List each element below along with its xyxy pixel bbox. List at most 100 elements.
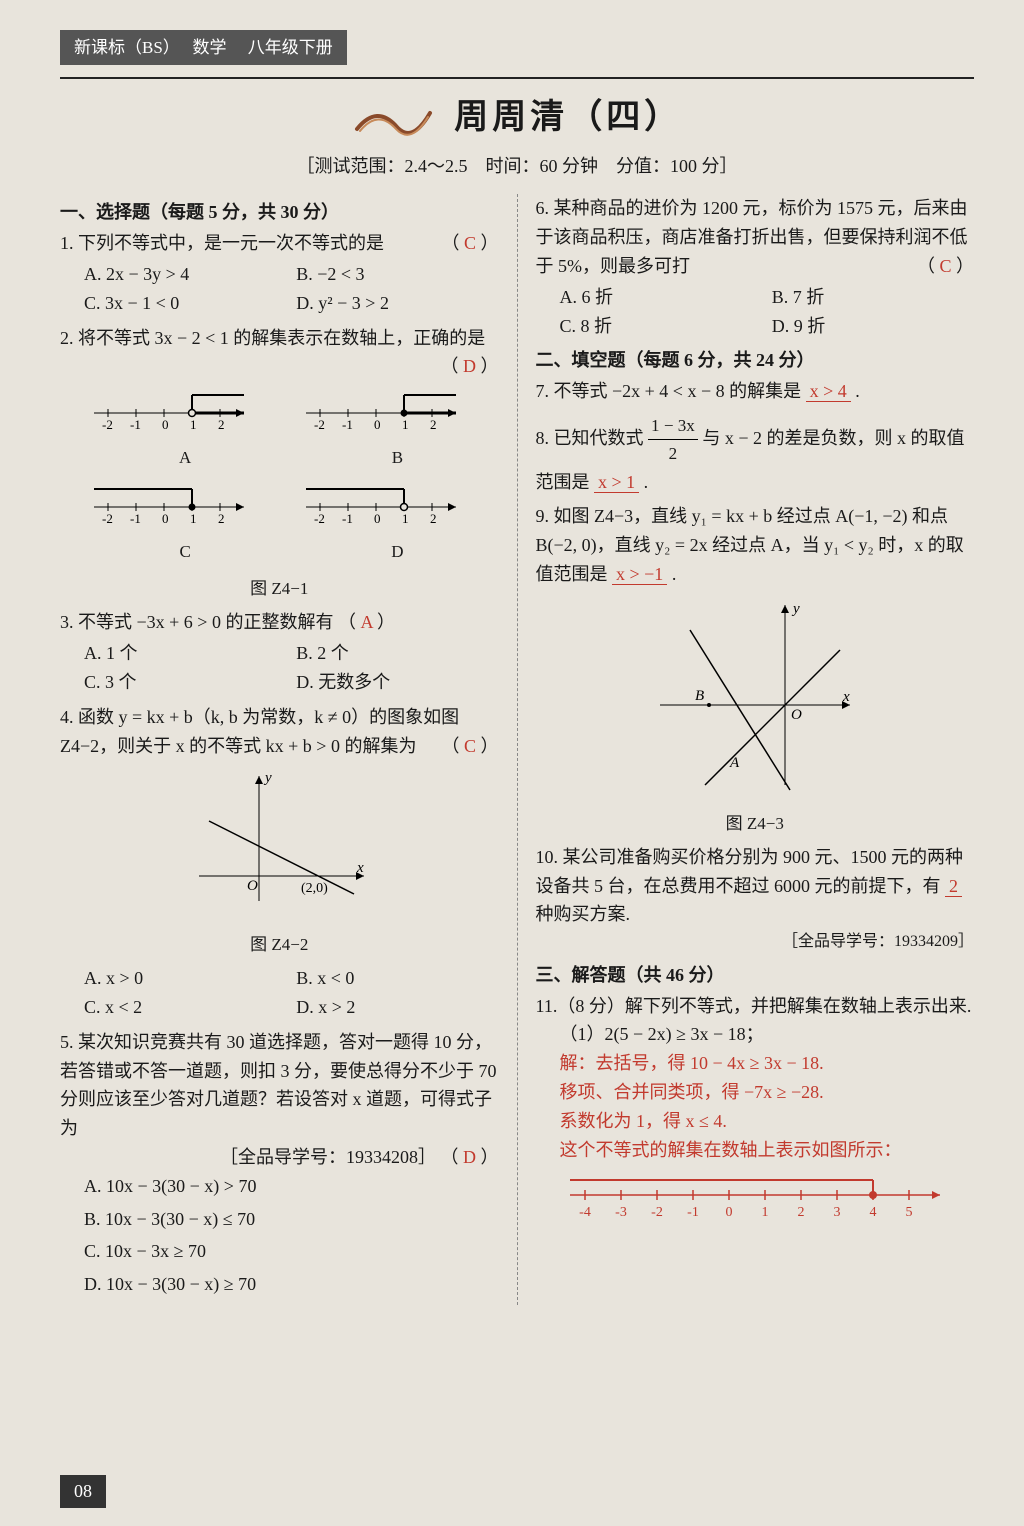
svg-text:-4: -4 bbox=[579, 1205, 591, 1220]
q4-opt-a: A. x > 0 bbox=[84, 964, 286, 993]
q2-caption: 图 Z4−1 bbox=[60, 575, 499, 602]
svg-text:B: B bbox=[695, 688, 704, 704]
header-rule bbox=[60, 77, 974, 79]
q5-opt-d: D. 10x − 3(30 − x) ≥ 70 bbox=[84, 1270, 499, 1299]
svg-text:y: y bbox=[791, 601, 800, 617]
svg-text:1: 1 bbox=[761, 1205, 768, 1220]
q10: 10. 某公司准备购买价格分别为 900 元、1500 元的两种设备共 5 台，… bbox=[536, 843, 975, 955]
svg-text:O: O bbox=[791, 707, 802, 723]
q10-post: 种购买方案. bbox=[536, 904, 631, 924]
svg-text:1: 1 bbox=[190, 417, 197, 432]
q7: 7. 不等式 −2x + 4 < x − 8 的解集是 x > 4 . bbox=[536, 377, 975, 406]
q5-opt-c: C. 10x − 3x ≥ 70 bbox=[84, 1237, 499, 1266]
header-bar: 新课标（BS） 数学 八年级下册 bbox=[60, 30, 347, 65]
q7-pre: 7. 不等式 −2x + 4 < x − 8 的解集是 bbox=[536, 381, 802, 401]
q11-sol1: 解：去括号，得 10 − 4x ≥ 3x − 18. bbox=[560, 1049, 975, 1078]
q1-opt-b: B. −2 < 3 bbox=[296, 260, 498, 289]
svg-text:-2: -2 bbox=[314, 417, 325, 432]
q1-answer: （ C ） bbox=[441, 229, 498, 258]
q2-answer: （ D ） bbox=[441, 352, 499, 381]
q2-label-a: A bbox=[84, 444, 286, 471]
title-row: 周周清（四） bbox=[60, 91, 974, 145]
q5-stem: 5. 某次知识竞赛共有 30 道选择题，答对一题得 10 分，若答错或不答一道题… bbox=[60, 1032, 497, 1138]
q6-opt-c: C. 8 折 bbox=[560, 312, 762, 341]
svg-text:2: 2 bbox=[430, 417, 437, 432]
section2-heading: 二、填空题（每题 6 分，共 24 分） bbox=[536, 346, 975, 375]
test-meta: ［测试范围：2.4～2.5 时间：60 分钟 分值：100 分］ bbox=[60, 152, 974, 181]
q9-post: . bbox=[672, 564, 677, 584]
q4-opt-c: C. x < 2 bbox=[84, 993, 286, 1022]
svg-text:0: 0 bbox=[374, 511, 381, 526]
svg-text:-3: -3 bbox=[615, 1205, 627, 1220]
svg-text:-1: -1 bbox=[687, 1205, 699, 1220]
page-number: 08 bbox=[60, 1475, 106, 1508]
q1-opt-d: D. y² − 3 > 2 bbox=[296, 289, 498, 318]
svg-text:(2,0): (2,0) bbox=[301, 881, 328, 896]
svg-text:-1: -1 bbox=[130, 511, 141, 526]
svg-text:y: y bbox=[263, 770, 272, 786]
q2-label-d: D bbox=[296, 538, 498, 565]
q4-caption: 图 Z4−2 bbox=[60, 931, 499, 958]
q1-opt-a: A. 2x − 3y > 4 bbox=[84, 260, 286, 289]
svg-text:2: 2 bbox=[430, 511, 437, 526]
svg-text:2: 2 bbox=[218, 417, 225, 432]
svg-text:3: 3 bbox=[833, 1205, 840, 1220]
q4-stem: 4. 函数 y = kx + b（k, b 为常数，k ≠ 0）的图象如图 Z4… bbox=[60, 707, 459, 756]
q2: 2. 将不等式 3x − 2 < 1 的解集表示在数轴上，正确的是 （ D ） … bbox=[60, 324, 499, 603]
q8-fraction: 1 − 3x 2 bbox=[648, 412, 698, 468]
q5-ref: ［全品导学号：19334208］ bbox=[220, 1147, 436, 1167]
q6-opt-d: D. 9 折 bbox=[772, 312, 974, 341]
q3: 3. 不等式 −3x + 6 > 0 的正整数解有 （ A ） A. 1 个 B… bbox=[60, 608, 499, 696]
q3-opt-d: D. 无数多个 bbox=[296, 668, 498, 697]
q11-sol4: 这个不等式的解集在数轴上表示如图所示： bbox=[560, 1136, 975, 1165]
right-column: 6. 某种商品的进价为 1200 元，标价为 1575 元，后来由于该商品积压，… bbox=[536, 194, 975, 1305]
page-title: 周周清（四） bbox=[454, 91, 682, 145]
q8-post: . bbox=[644, 472, 649, 492]
svg-text:x: x bbox=[842, 689, 850, 705]
q7-answer: x > 4 bbox=[806, 381, 851, 402]
q5-opt-b: B. 10x − 3(30 − x) ≤ 70 bbox=[84, 1205, 499, 1234]
q5: 5. 某次知识竞赛共有 30 道选择题，答对一题得 10 分，若答错或不答一道题… bbox=[60, 1028, 499, 1299]
q1-opt-c: C. 3x − 1 < 0 bbox=[84, 289, 286, 318]
q2-diagram-c: -2-1012 C bbox=[84, 477, 286, 571]
q4: 4. 函数 y = kx + b（k, b 为常数，k ≠ 0）的图象如图 Z4… bbox=[60, 703, 499, 1022]
q3-opt-c: C. 3 个 bbox=[84, 668, 286, 697]
svg-text:0: 0 bbox=[374, 417, 381, 432]
svg-text:1: 1 bbox=[402, 511, 409, 526]
q4-opt-d: D. x > 2 bbox=[296, 993, 498, 1022]
q8: 8. 已知代数式 1 − 3x 2 与 x − 2 的差是负数，则 x 的取值范… bbox=[536, 412, 975, 496]
column-divider bbox=[517, 194, 518, 1305]
title-curl-icon bbox=[352, 99, 442, 137]
svg-text:A: A bbox=[729, 755, 740, 771]
svg-text:-2: -2 bbox=[314, 511, 325, 526]
svg-text:-1: -1 bbox=[130, 417, 141, 432]
q8-answer: x > 1 bbox=[594, 472, 639, 493]
svg-text:x: x bbox=[356, 860, 364, 876]
q4-graph: O (2,0) x y bbox=[60, 766, 499, 925]
q6-stem: 6. 某种商品的进价为 1200 元，标价为 1575 元，后来由于该商品积压，… bbox=[536, 198, 968, 276]
svg-text:2: 2 bbox=[797, 1205, 804, 1220]
q3-opt-a: A. 1 个 bbox=[84, 639, 286, 668]
q2-diagram-d: -2 -1 0 1 2 D bbox=[296, 477, 498, 571]
q11: 11.（8 分）解下列不等式，并把解集在数轴上表示出来. （1）2(5 − 2x… bbox=[536, 992, 975, 1235]
q4-opt-b: B. x < 0 bbox=[296, 964, 498, 993]
svg-text:4: 4 bbox=[869, 1205, 876, 1220]
q7-post: . bbox=[855, 381, 860, 401]
q6-answer: （ C ） bbox=[917, 252, 974, 281]
header-grade: 八年级下册 bbox=[248, 38, 333, 57]
svg-text:0: 0 bbox=[162, 417, 169, 432]
q1-stem: 1. 下列不等式中，是一元一次不等式的是 bbox=[60, 233, 384, 253]
svg-text:1: 1 bbox=[190, 511, 197, 526]
q9-stem: 9. 如图 Z4−3，直线 y₁ = kx + b 经过点 A(−1, −2) … bbox=[536, 506, 964, 584]
svg-text:0: 0 bbox=[162, 511, 169, 526]
q5-answer: D bbox=[463, 1147, 476, 1167]
svg-text:-2: -2 bbox=[651, 1205, 663, 1220]
q9: 9. 如图 Z4−3，直线 y₁ = kx + b 经过点 A(−1, −2) … bbox=[536, 502, 975, 836]
section1-heading: 一、选择题（每题 5 分，共 30 分） bbox=[60, 198, 499, 227]
q11-numberline: -4-3 -2-1 01 23 45 bbox=[536, 1170, 975, 1234]
q9-answer: x > −1 bbox=[612, 564, 667, 585]
q4-answer: （ C ） bbox=[441, 732, 498, 761]
q3-answer: A bbox=[360, 612, 372, 632]
svg-text:-1: -1 bbox=[342, 511, 353, 526]
svg-text:5: 5 bbox=[905, 1205, 912, 1220]
